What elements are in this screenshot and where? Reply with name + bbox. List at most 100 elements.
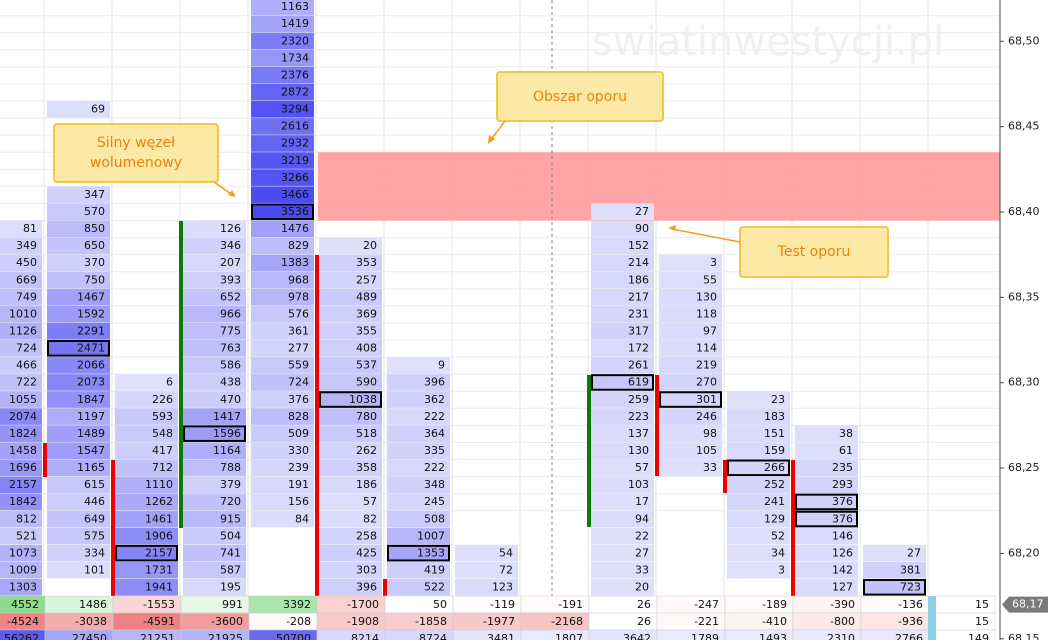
- volume-label: 353: [356, 256, 377, 269]
- volume-cell: [183, 459, 246, 477]
- volume-cell: [455, 544, 518, 562]
- volume-cell: [319, 544, 382, 562]
- volume-cell: [591, 510, 654, 528]
- summary-label: -4591: [143, 615, 175, 628]
- volume-label: 355: [356, 324, 377, 337]
- volume-cell: [319, 340, 382, 357]
- volume-label: 575: [84, 529, 105, 542]
- summary-label: 50: [433, 598, 447, 611]
- summary-label: -800: [830, 615, 855, 628]
- volume-cell: [591, 322, 654, 340]
- volume-cell: [0, 579, 42, 596]
- volume-cell: [591, 340, 654, 357]
- volume-label: 97: [703, 324, 717, 337]
- summary-label: 21925: [208, 632, 243, 640]
- summary-label: 1486: [79, 598, 107, 611]
- volume-cell: [47, 425, 110, 442]
- volume-cell: [387, 510, 450, 528]
- volume-cell: [115, 527, 178, 545]
- summary-label: 15: [975, 598, 989, 611]
- volume-label: 1417: [213, 410, 241, 423]
- volume-label: 20: [635, 581, 649, 594]
- volume-cell: [659, 425, 722, 442]
- volume-label: 1906: [145, 529, 173, 542]
- volume-label: 358: [356, 461, 377, 474]
- volume-label: 379: [220, 478, 241, 491]
- volume-cell: [727, 442, 790, 460]
- volume-label: 1547: [77, 444, 105, 457]
- volume-cell: [183, 442, 246, 460]
- volume-label: 72: [499, 563, 513, 576]
- volume-cell: [183, 237, 246, 255]
- volume-cell: [115, 459, 178, 477]
- volume-cell: [591, 391, 654, 408]
- summary-label: -1858: [415, 615, 447, 628]
- volume-cell: [47, 203, 110, 221]
- volume-cell: [0, 357, 42, 374]
- poc-outline: [115, 544, 178, 562]
- volume-cell: [591, 271, 654, 289]
- volume-cell: [115, 544, 178, 562]
- volume-label: 130: [696, 290, 717, 303]
- summary-label: -208: [286, 615, 311, 628]
- volume-cell: [47, 374, 110, 391]
- volume-label: 466: [16, 359, 37, 372]
- volume-label: 619: [628, 376, 649, 389]
- volume-label: 262: [356, 444, 377, 457]
- summary-label: 2310: [827, 632, 855, 640]
- volume-cell: [251, 237, 314, 255]
- volume-cell: [591, 203, 654, 221]
- volume-label: 508: [424, 512, 445, 525]
- volume-cell: [47, 357, 110, 374]
- volume-cell: [0, 476, 42, 494]
- volume-label: 1038: [349, 393, 377, 406]
- volume-cell: [183, 254, 246, 272]
- volume-label: 522: [424, 581, 445, 594]
- volume-label: 90: [635, 222, 649, 235]
- volume-label: 1163: [281, 0, 309, 13]
- summary-label: -3600: [211, 615, 243, 628]
- volume-cell: [387, 459, 450, 477]
- volume-label: 1009: [9, 563, 37, 576]
- poc-outline: [727, 459, 790, 477]
- poc-outline: [319, 391, 382, 408]
- volume-label: 270: [696, 376, 717, 389]
- volume-label: 17: [635, 495, 649, 508]
- summary-label: 991: [222, 598, 243, 611]
- volume-label: 812: [16, 512, 37, 525]
- volume-cell: [251, 186, 314, 203]
- volume-label: 370: [84, 256, 105, 269]
- volume-cell: [47, 493, 110, 511]
- volume-label: 54: [499, 546, 513, 559]
- volume-label: 780: [356, 410, 377, 423]
- volume-label: 408: [356, 342, 377, 355]
- volume-cell: [387, 442, 450, 460]
- volume-cell: [0, 510, 42, 528]
- volume-cell: [251, 493, 314, 511]
- volume-label: 347: [84, 188, 105, 201]
- volume-cell: [251, 152, 314, 169]
- volume-cell: [727, 493, 790, 511]
- volume-label: 301: [696, 393, 717, 406]
- poc-outline: [795, 493, 858, 511]
- volume-label: 450: [16, 256, 37, 269]
- volume-label: 207: [220, 256, 241, 269]
- volume-label: 1303: [9, 581, 37, 594]
- volume-cell: [591, 493, 654, 511]
- volume-label: 749: [16, 290, 37, 303]
- volume-cell: [47, 101, 110, 118]
- volume-label: 22: [635, 529, 649, 542]
- volume-label: 2471: [77, 342, 105, 355]
- volume-label: 219: [696, 359, 717, 372]
- volume-label: 978: [288, 290, 309, 303]
- volume-label: 258: [356, 529, 377, 542]
- summary-label: -1700: [347, 598, 379, 611]
- volume-label: 1383: [281, 256, 309, 269]
- volume-cell: [659, 459, 722, 477]
- volume-label: 470: [220, 393, 241, 406]
- volume-label: 159: [764, 444, 785, 457]
- volume-cell: [727, 459, 790, 477]
- volume-cell: [47, 391, 110, 408]
- poc-outline: [795, 510, 858, 528]
- volume-label: 3266: [281, 171, 309, 184]
